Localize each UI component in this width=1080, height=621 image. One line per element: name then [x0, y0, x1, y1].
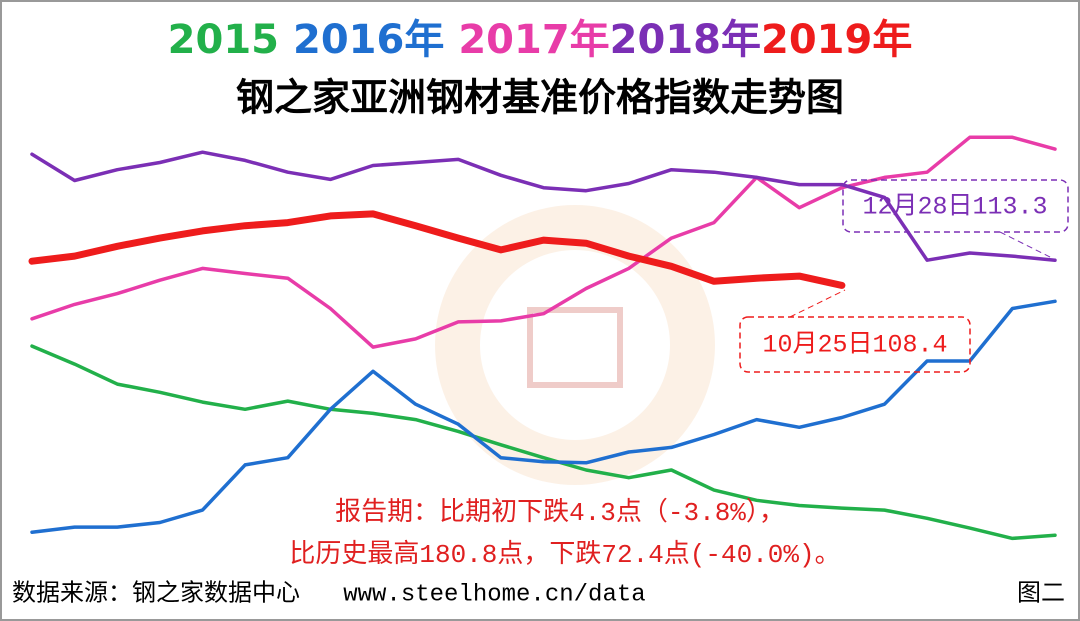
- note: 比历史最高180.8点，下跌72.4点(-40.0%)。: [289, 539, 840, 570]
- annotation-box: [842, 179, 1069, 233]
- source: 数据来源：钢之家数据中心 www.steelhome.cn/data: [12, 579, 646, 608]
- figure-label: 图二: [1017, 580, 1065, 608]
- annotation: 10月25日108.4: [762, 331, 947, 360]
- series-line: [30, 344, 1057, 541]
- watermark: [435, 205, 715, 485]
- legend-entry: 2019年: [761, 17, 912, 63]
- note: 报告期：比期初下跌4.3点（-3.8%），: [335, 497, 785, 528]
- annotation-box: [739, 316, 971, 373]
- legend-entry: 2017年: [458, 17, 609, 63]
- series-line: [30, 135, 1057, 349]
- annotation-arrow: [789, 289, 846, 318]
- annotation: 12月28日113.3: [862, 193, 1047, 222]
- legend-entry: 2018年: [610, 17, 761, 63]
- series-line: [30, 150, 1057, 262]
- legend-entry: 2016年: [293, 17, 444, 63]
- legend: 2015 2016年 2017年2018年2019年: [168, 17, 913, 63]
- legend-entry: 2015: [168, 17, 279, 63]
- series-line: [30, 299, 1057, 534]
- chart-title: 钢之家亚洲钢材基准价格指数走势图: [236, 76, 844, 120]
- series-line: [28, 210, 846, 289]
